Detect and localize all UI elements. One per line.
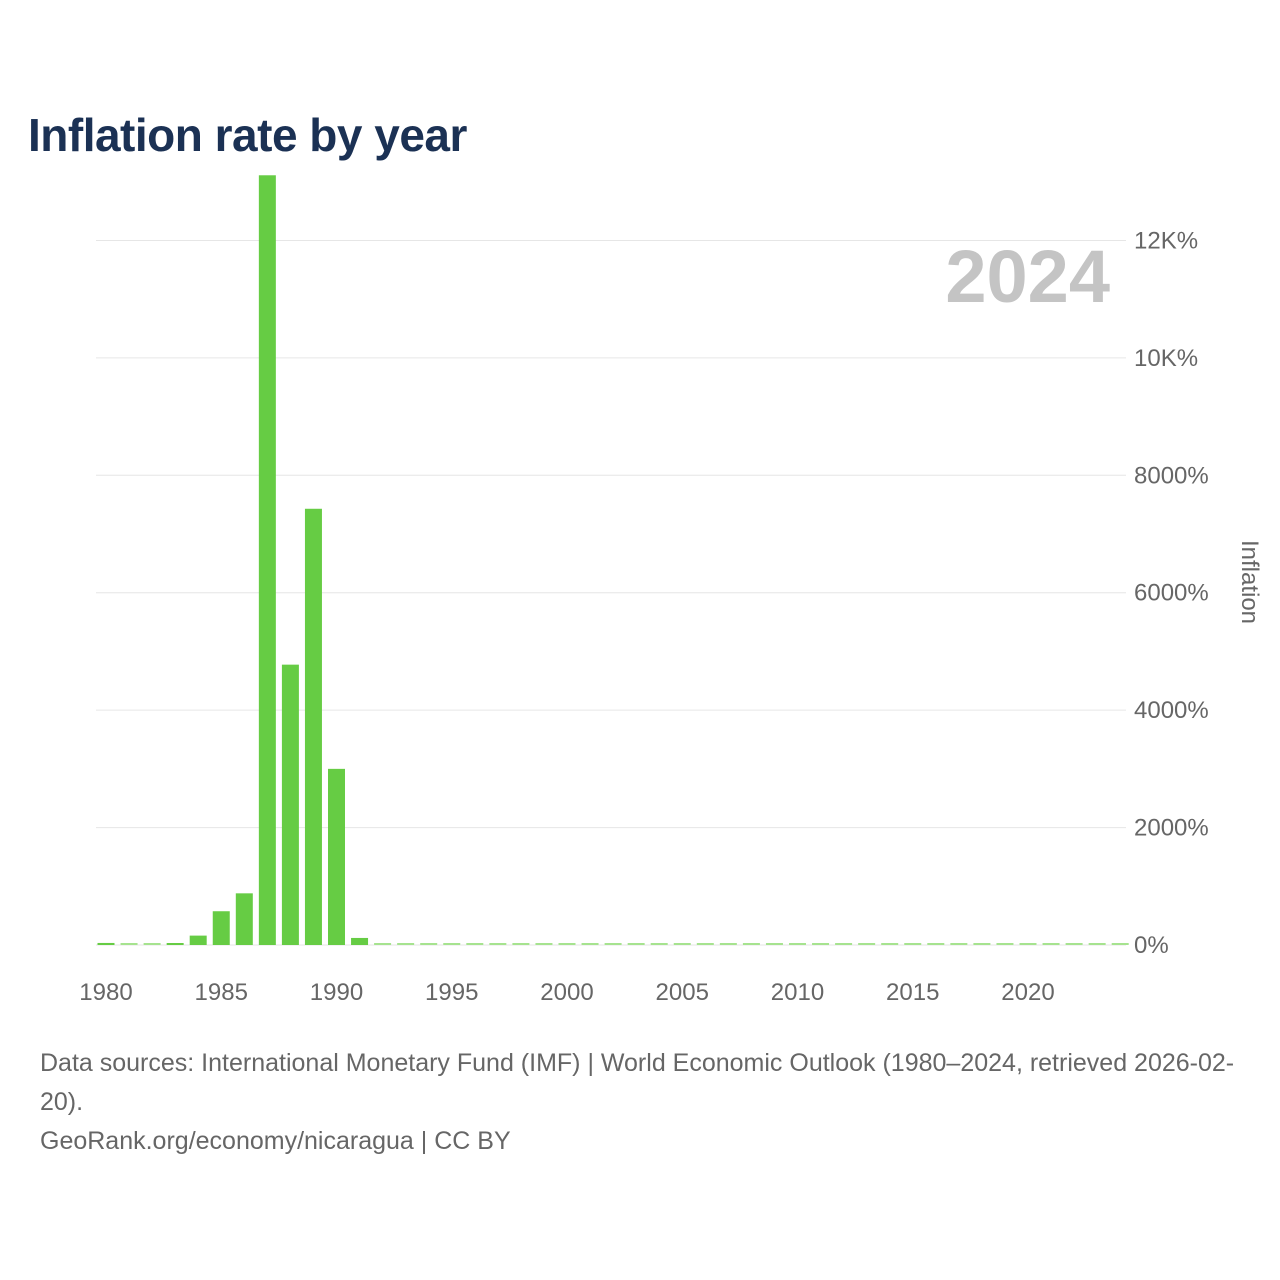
y-tick-label: 4000% [1134, 697, 1209, 724]
bar-2017[interactable] [950, 943, 968, 945]
y-tick-label: 6000% [1134, 580, 1209, 607]
bars [97, 175, 1129, 945]
x-tick-label: 2015 [886, 979, 939, 1006]
credit-link[interactable]: GeoRank.org/economy/nicaragua | CC BY [40, 1127, 511, 1155]
bar-2004[interactable] [650, 943, 668, 945]
bar-1990[interactable] [328, 768, 345, 945]
bar-1986[interactable] [235, 893, 253, 945]
y-axis-label: Inflation [1236, 540, 1263, 624]
chart-title: Inflation rate by year [28, 109, 467, 161]
bar-1984[interactable] [189, 935, 207, 945]
bar-2008[interactable] [742, 943, 760, 945]
bar-1981[interactable] [120, 943, 138, 945]
bar-2005[interactable] [673, 943, 691, 945]
bar-1982[interactable] [143, 943, 161, 945]
bar-1996[interactable] [466, 943, 484, 945]
bar-2012[interactable] [835, 943, 853, 945]
bar-2018[interactable] [973, 943, 991, 945]
x-tick-label: 1990 [310, 979, 363, 1006]
bar-2021[interactable] [1042, 943, 1060, 945]
bar-1993[interactable] [397, 943, 415, 945]
y-axis-ticks: 0% 2000% 4000% 6000% 8000% 10K% 12K% [1134, 227, 1209, 959]
data-sources-note: Data sources: International Monetary Fun… [40, 1049, 1235, 1116]
bar-1987[interactable] [258, 175, 276, 945]
bar-2002[interactable] [604, 943, 622, 945]
y-tick-label: 0% [1134, 932, 1169, 959]
x-tick-label: 1995 [425, 979, 478, 1006]
bar-1983[interactable] [166, 943, 184, 945]
bar-1997[interactable] [489, 943, 507, 945]
bar-2000[interactable] [558, 943, 576, 945]
bar-2011[interactable] [812, 943, 830, 945]
bar-2006[interactable] [696, 943, 714, 945]
bar-1988[interactable] [281, 664, 299, 945]
x-tick-label: 2010 [771, 979, 824, 1006]
bar-2007[interactable] [719, 943, 737, 945]
bar-1991[interactable] [351, 937, 369, 945]
y-tick-label: 2000% [1134, 815, 1209, 842]
bar-1995[interactable] [443, 943, 461, 945]
bar-2014[interactable] [881, 943, 899, 945]
bar-1985[interactable] [212, 911, 230, 945]
bar-chart: 2024 0% 2000% 4000% 6000% 8000% 10K% 12K% 1980… [79, 175, 1263, 1006]
bar-1992[interactable] [374, 943, 392, 945]
x-tick-label: 1980 [79, 979, 132, 1006]
bar-2016[interactable] [927, 943, 945, 945]
bar-2020[interactable] [1019, 943, 1037, 945]
bar-2010[interactable] [789, 943, 806, 945]
bar-2022[interactable] [1065, 943, 1083, 945]
year-watermark: 2024 [945, 235, 1110, 318]
x-tick-label: 2000 [540, 979, 593, 1006]
x-tick-label: 1985 [195, 979, 248, 1006]
x-tick-label: 2020 [1001, 979, 1054, 1006]
bar-1994[interactable] [420, 943, 438, 945]
bar-2019[interactable] [996, 943, 1014, 945]
x-axis-ticks: 1980 1985 1990 1995 2000 2005 2010 2015 2020 [79, 979, 1054, 1006]
x-tick-label: 2005 [656, 979, 709, 1006]
bar-2023[interactable] [1088, 943, 1106, 945]
y-tick-label: 12K% [1134, 227, 1198, 254]
y-tick-label: 8000% [1134, 462, 1209, 489]
bar-2001[interactable] [581, 943, 599, 945]
bar-2015[interactable] [904, 943, 922, 945]
y-tick-label: 10K% [1134, 345, 1198, 372]
bar-1980[interactable] [97, 942, 115, 945]
bar-2024[interactable] [1111, 943, 1129, 945]
bar-2009[interactable] [765, 943, 783, 945]
grid-lines [96, 239, 1126, 946]
bar-2013[interactable] [858, 943, 876, 945]
bar-2003[interactable] [627, 943, 645, 945]
bar-1999[interactable] [535, 943, 553, 945]
bar-1989[interactable] [304, 508, 322, 945]
footer: Data sources: International Monetary Fun… [40, 1044, 1250, 1161]
bar-1998[interactable] [512, 943, 530, 945]
